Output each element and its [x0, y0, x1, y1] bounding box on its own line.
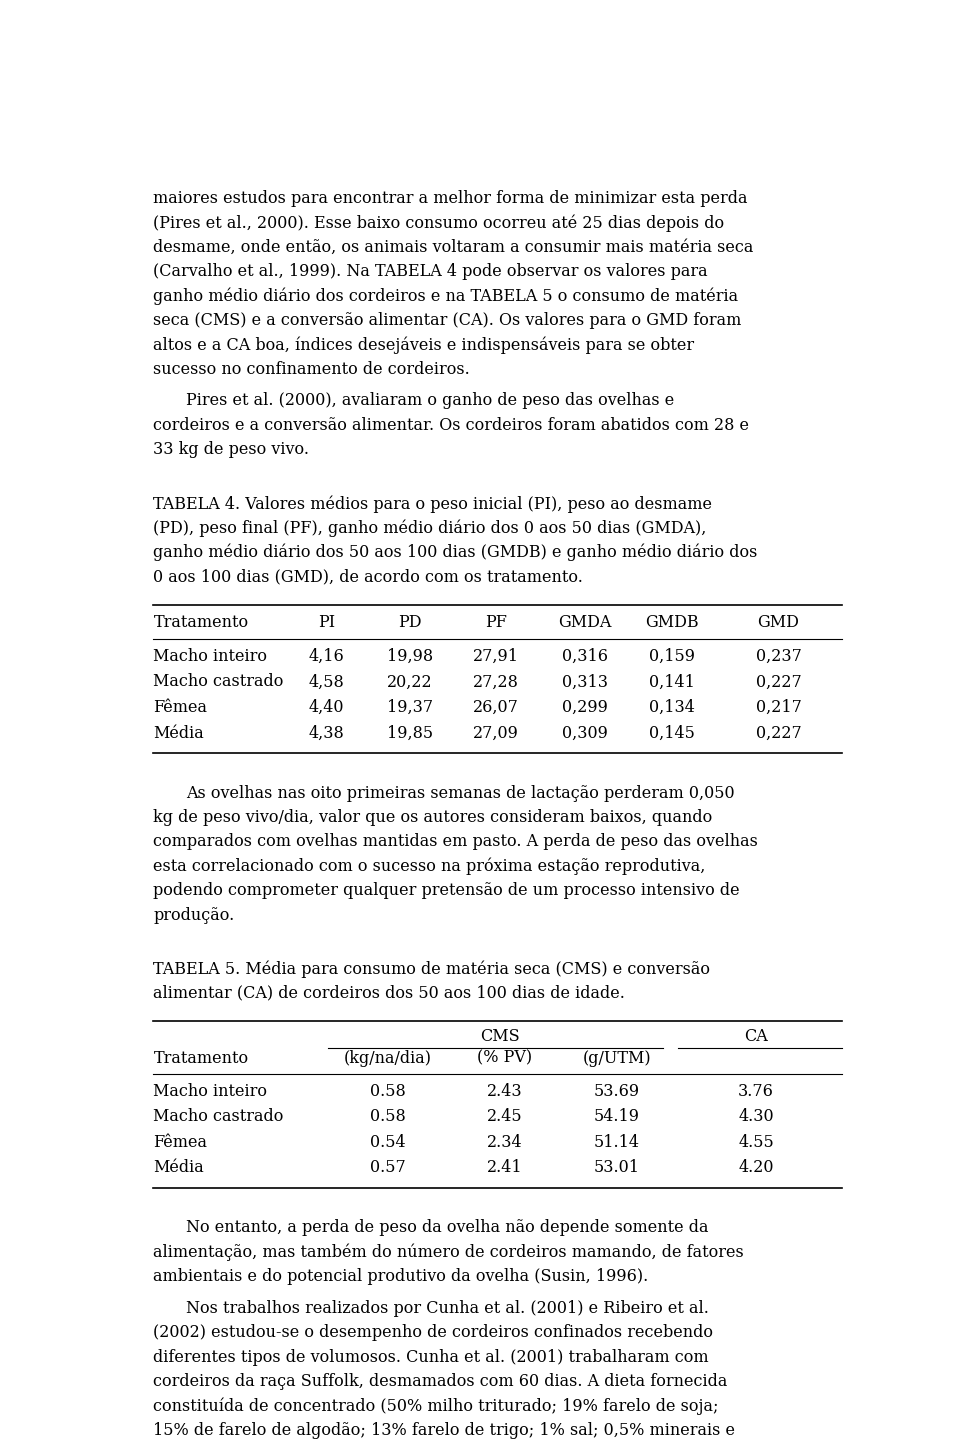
Text: Fêmea: Fêmea	[154, 699, 207, 717]
Text: Média: Média	[154, 1159, 204, 1177]
Text: ganho médio diário dos 50 aos 100 dias (GMDB) e ganho médio diário dos: ganho médio diário dos 50 aos 100 dias (…	[154, 544, 757, 561]
Text: podendo comprometer qualquer pretensão de um processo intensivo de: podendo comprometer qualquer pretensão d…	[154, 883, 740, 900]
Text: desmame, onde então, os animais voltaram a consumir mais matéria seca: desmame, onde então, os animais voltaram…	[154, 238, 754, 255]
Text: 4,16: 4,16	[308, 647, 345, 665]
Text: seca (CMS) e a conversão alimentar (CA). Os valores para o GMD foram: seca (CMS) e a conversão alimentar (CA).…	[154, 311, 742, 329]
Text: 19,85: 19,85	[387, 725, 433, 741]
Text: 0,141: 0,141	[650, 673, 695, 691]
Text: 0.58: 0.58	[370, 1083, 406, 1099]
Text: TABELA 4. Valores médios para o peso inicial (PI), peso ao desmame: TABELA 4. Valores médios para o peso ini…	[154, 495, 712, 512]
Text: ganho médio diário dos cordeiros e na TABELA 5 o consumo de matéria: ganho médio diário dos cordeiros e na TA…	[154, 287, 738, 304]
Text: 0 aos 100 dias (GMD), de acordo com os tratamento.: 0 aos 100 dias (GMD), de acordo com os t…	[154, 568, 584, 585]
Text: altos e a CA boa, índices desejáveis e indispensáveis para se obter: altos e a CA boa, índices desejáveis e i…	[154, 336, 695, 353]
Text: Macho inteiro: Macho inteiro	[154, 647, 268, 665]
Text: 53.69: 53.69	[593, 1083, 639, 1099]
Text: (Pires et al., 2000). Esse baixo consumo ocorreu até 25 dias depois do: (Pires et al., 2000). Esse baixo consumo…	[154, 213, 725, 232]
Text: 0,309: 0,309	[562, 725, 608, 741]
Text: Macho inteiro: Macho inteiro	[154, 1083, 268, 1099]
Text: GMD: GMD	[757, 613, 800, 630]
Text: 0,134: 0,134	[650, 699, 695, 717]
Text: Tratamento: Tratamento	[154, 1050, 249, 1067]
Text: 4,58: 4,58	[308, 673, 345, 691]
Text: 53.01: 53.01	[593, 1159, 639, 1177]
Text: maiores estudos para encontrar a melhor forma de minimizar esta perda: maiores estudos para encontrar a melhor …	[154, 190, 748, 206]
Text: 0,313: 0,313	[562, 673, 608, 691]
Text: Macho castrado: Macho castrado	[154, 673, 284, 691]
Text: esta correlacionado com o sucesso na próxima estação reprodutiva,: esta correlacionado com o sucesso na pró…	[154, 858, 706, 875]
Text: Pires et al. (2000), avaliaram o ganho de peso das ovelhas e: Pires et al. (2000), avaliaram o ganho d…	[186, 392, 675, 410]
Text: PI: PI	[318, 613, 335, 630]
Text: 26,07: 26,07	[472, 699, 518, 717]
Text: alimentar (CA) de cordeiros dos 50 aos 100 dias de idade.: alimentar (CA) de cordeiros dos 50 aos 1…	[154, 985, 625, 1002]
Text: sucesso no confinamento de cordeiros.: sucesso no confinamento de cordeiros.	[154, 360, 470, 378]
Text: constituída de concentrado (50% milho triturado; 19% farelo de soja;: constituída de concentrado (50% milho tr…	[154, 1397, 719, 1415]
Text: 0,217: 0,217	[756, 699, 802, 717]
Text: 0.57: 0.57	[370, 1159, 406, 1177]
Text: 19,98: 19,98	[387, 647, 433, 665]
Text: 27,28: 27,28	[472, 673, 518, 691]
Text: produção.: produção.	[154, 907, 235, 924]
Text: 4,40: 4,40	[309, 699, 345, 717]
Text: 15% de farelo de algodão; 13% farelo de trigo; 1% sal; 0,5% minerais e: 15% de farelo de algodão; 13% farelo de …	[154, 1422, 735, 1439]
Text: (PD), peso final (PF), ganho médio diário dos 0 aos 50 dias (GMDA),: (PD), peso final (PF), ganho médio diári…	[154, 519, 707, 536]
Text: cordeiros e a conversão alimentar. Os cordeiros foram abatidos com 28 e: cordeiros e a conversão alimentar. Os co…	[154, 417, 750, 434]
Text: Média: Média	[154, 725, 204, 741]
Text: 4.20: 4.20	[738, 1159, 774, 1177]
Text: 2.34: 2.34	[488, 1133, 523, 1151]
Text: 0,316: 0,316	[562, 647, 608, 665]
Text: 2.43: 2.43	[488, 1083, 523, 1099]
Text: As ovelhas nas oito primeiras semanas de lactação perderam 0,050: As ovelhas nas oito primeiras semanas de…	[186, 784, 734, 802]
Text: TABELA 5. Média para consumo de matéria seca (CMS) e conversão: TABELA 5. Média para consumo de matéria …	[154, 960, 710, 978]
Text: cordeiros da raça Suffolk, desmamados com 60 dias. A dieta fornecida: cordeiros da raça Suffolk, desmamados co…	[154, 1373, 728, 1390]
Text: 0,227: 0,227	[756, 673, 802, 691]
Text: Macho castrado: Macho castrado	[154, 1107, 284, 1125]
Text: 0,227: 0,227	[756, 725, 802, 741]
Text: ambientais e do potencial produtivo da ovelha (Susin, 1996).: ambientais e do potencial produtivo da o…	[154, 1268, 649, 1285]
Text: 2.45: 2.45	[488, 1107, 523, 1125]
Text: 3.76: 3.76	[738, 1083, 774, 1099]
Text: alimentação, mas também do número de cordeiros mamando, de fatores: alimentação, mas também do número de cor…	[154, 1244, 744, 1262]
Text: diferentes tipos de volumosos. Cunha et al. (2001) trabalharam com: diferentes tipos de volumosos. Cunha et …	[154, 1348, 709, 1366]
Text: (% PV): (% PV)	[477, 1050, 533, 1067]
Text: Fêmea: Fêmea	[154, 1133, 207, 1151]
Text: PF: PF	[485, 613, 507, 630]
Text: 4,38: 4,38	[308, 725, 345, 741]
Text: CMS: CMS	[480, 1028, 519, 1044]
Text: 51.14: 51.14	[593, 1133, 639, 1151]
Text: kg de peso vivo/dia, valor que os autores consideram baixos, quando: kg de peso vivo/dia, valor que os autore…	[154, 809, 712, 826]
Text: 27,91: 27,91	[472, 647, 518, 665]
Text: 0,299: 0,299	[562, 699, 608, 717]
Text: 33 kg de peso vivo.: 33 kg de peso vivo.	[154, 441, 309, 459]
Text: 0,159: 0,159	[649, 647, 695, 665]
Text: (g/UTM): (g/UTM)	[583, 1050, 651, 1067]
Text: (Carvalho et al., 1999). Na TABELA 4 pode observar os valores para: (Carvalho et al., 1999). Na TABELA 4 pod…	[154, 262, 708, 280]
Text: GMDB: GMDB	[646, 613, 699, 630]
Text: 2.41: 2.41	[488, 1159, 523, 1177]
Text: comparados com ovelhas mantidas em pasto. A perda de peso das ovelhas: comparados com ovelhas mantidas em pasto…	[154, 833, 758, 851]
Text: 4.55: 4.55	[738, 1133, 774, 1151]
Text: 0,145: 0,145	[650, 725, 695, 741]
Text: (2002) estudou-se o desempenho de cordeiros confinados recebendo: (2002) estudou-se o desempenho de cordei…	[154, 1324, 713, 1341]
Text: Tratamento: Tratamento	[154, 613, 249, 630]
Text: Nos trabalhos realizados por Cunha et al. (2001) e Ribeiro et al.: Nos trabalhos realizados por Cunha et al…	[186, 1299, 709, 1317]
Text: PD: PD	[398, 613, 421, 630]
Text: 4.30: 4.30	[738, 1107, 774, 1125]
Text: 0,237: 0,237	[756, 647, 802, 665]
Text: 27,09: 27,09	[472, 725, 518, 741]
Text: 20,22: 20,22	[387, 673, 433, 691]
Text: No entanto, a perda de peso da ovelha não depende somente da: No entanto, a perda de peso da ovelha nã…	[186, 1220, 708, 1236]
Text: 0.54: 0.54	[370, 1133, 406, 1151]
Text: 54.19: 54.19	[593, 1107, 639, 1125]
Text: CA: CA	[744, 1028, 768, 1044]
Text: GMDA: GMDA	[559, 613, 612, 630]
Text: (kg/na/dia): (kg/na/dia)	[344, 1050, 432, 1067]
Text: 19,37: 19,37	[387, 699, 433, 717]
Text: 0.58: 0.58	[370, 1107, 406, 1125]
